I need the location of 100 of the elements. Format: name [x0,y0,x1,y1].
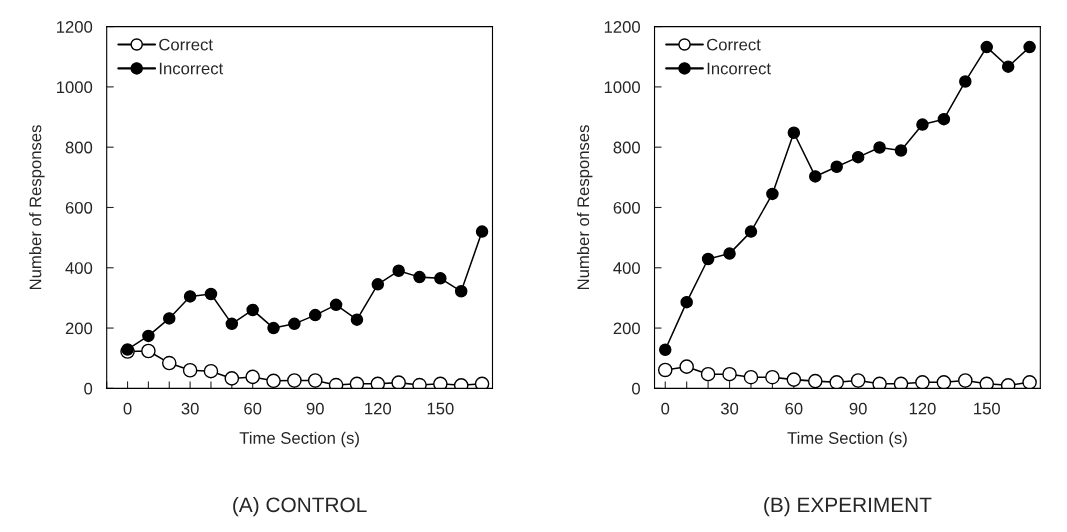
point [246,303,259,317]
point [391,375,406,389]
point [894,144,908,157]
point [979,376,995,389]
point [163,312,176,325]
y-tick-label: 200 [613,322,640,335]
point [182,362,198,378]
point [349,376,365,389]
y-tick-label: 1000 [604,81,640,94]
point [809,170,822,183]
point [722,366,737,382]
point [142,329,155,343]
y-tick-label: 600 [65,201,93,214]
point [916,118,929,131]
point [872,376,887,389]
y-tick-label: 0 [84,382,93,395]
point [680,295,693,309]
point [224,371,240,386]
x-tick-label: 60 [785,402,803,415]
y-tick-label: 1000 [57,81,93,94]
point [850,373,866,388]
x-tick-label: 150 [974,402,1000,415]
x-tick-label: 90 [306,402,324,415]
point [413,270,426,284]
point [203,363,219,379]
x-tick-label: 0 [661,402,670,415]
x-axis-title: Time Section (s) [787,431,907,448]
point [287,373,302,388]
point [161,355,177,371]
point [245,369,260,385]
point [412,377,427,389]
text: (A) CONTROL [233,496,367,517]
point [434,272,447,285]
legend-label: Correct [159,38,213,51]
point [937,112,951,126]
point [392,264,405,278]
point [807,373,823,389]
point [766,187,779,201]
point [454,285,468,298]
point [307,373,323,388]
x-tick-label: 150 [427,402,454,415]
point [474,376,490,389]
point [183,290,197,303]
point [288,317,301,331]
x-tick-label: 30 [181,402,199,415]
y-tick-label: 400 [613,262,640,274]
point [830,160,843,174]
point [1022,375,1037,389]
point [1001,60,1015,73]
point [141,343,156,359]
text: (B) EXPERIMENT [764,496,932,517]
point [1023,40,1036,54]
point [959,75,972,88]
x-axis-title: Time Section (s) [239,431,359,448]
legend-label: Incorrect [159,62,224,75]
x-tick-label: 60 [244,402,262,415]
point [786,372,802,387]
point [744,225,758,238]
y-tick-label: 600 [613,201,640,214]
point [371,278,385,291]
point [915,375,930,389]
y-tick-label: 200 [65,322,93,335]
y-tick-label: 800 [613,141,640,154]
y-tick-label: 400 [65,262,93,274]
point [765,369,780,385]
y-axis-title: Number of Responses [576,125,593,290]
point [266,373,281,389]
point [723,247,736,260]
point [679,359,694,374]
point [958,373,973,388]
point [700,366,716,382]
legend-label: Incorrect [707,62,771,75]
point [829,375,845,389]
point [433,376,448,389]
point [873,141,886,154]
x-tick-label: 120 [909,402,936,415]
point [936,375,952,389]
point [329,298,343,312]
point [267,321,280,335]
x-tick-label: 0 [123,402,132,415]
point [787,126,801,139]
point [370,376,386,389]
point [980,40,993,54]
legend-label: Correct [707,38,761,51]
y-tick-label: 1200 [604,21,640,33]
y-tick-label: 1200 [57,21,93,33]
x-tick-label: 30 [720,402,739,415]
point [657,362,673,378]
point [225,317,239,331]
x-tick-label: 90 [849,402,867,415]
point [204,287,218,301]
point [328,377,344,389]
point [308,308,322,322]
y-tick-label: 800 [65,141,93,154]
x-tick-label: 120 [365,402,392,415]
point [658,343,672,357]
point [743,369,759,385]
y-axis-title: Number of Responses [29,125,45,290]
point [893,376,909,389]
point [851,150,865,164]
